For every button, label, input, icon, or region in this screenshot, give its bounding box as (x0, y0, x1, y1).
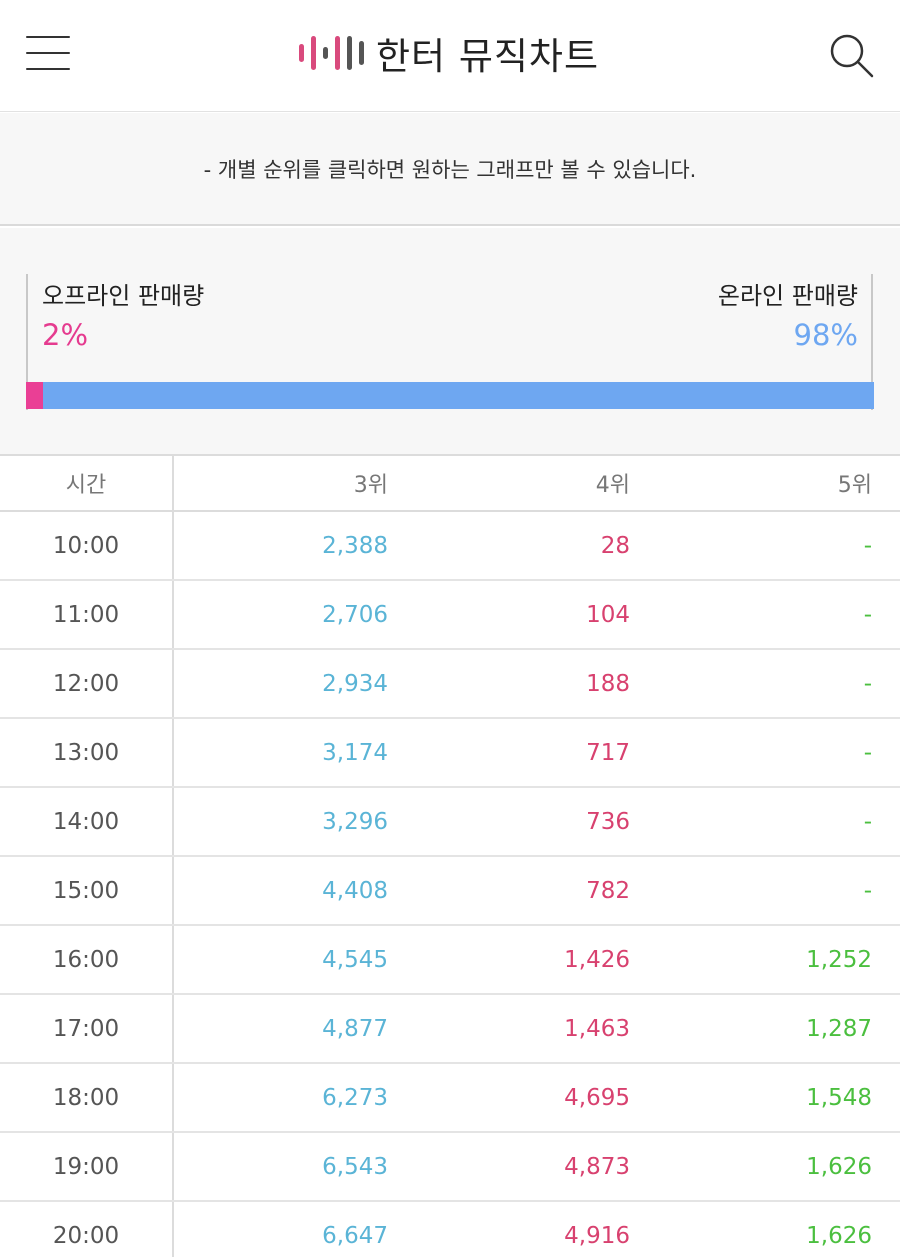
cell-time: 15:00 (0, 857, 174, 924)
cell-rank4[interactable]: 104 (586, 601, 630, 628)
cell-rank5[interactable]: - (863, 670, 872, 697)
cell-rank5[interactable]: - (863, 739, 872, 766)
table-row: 13:00 3,174 717 - (0, 719, 900, 788)
cell-rank3[interactable]: 4,408 (322, 877, 388, 904)
cell-rank3[interactable]: 6,543 (322, 1153, 388, 1180)
table-body: 10:00 2,388 28 - 11:00 2,706 104 - 12:00 2,934 188… (0, 512, 900, 1257)
table-row: 10:00 2,388 28 - (0, 512, 900, 581)
logo-bar (299, 44, 304, 62)
column-header-rank4[interactable]: 4위 (595, 473, 630, 498)
offline-sales-percent: 2% (42, 318, 89, 352)
cell-rank5[interactable]: - (863, 877, 872, 904)
logo-bar (335, 36, 340, 70)
offline-share-fill (26, 382, 43, 409)
notice-banner: - 개별 순위를 클릭하면 원하는 그래프만 볼 수 있습니다. (0, 113, 900, 226)
menu-line (26, 52, 70, 54)
cell-rank5[interactable]: - (863, 808, 872, 835)
cell-time: 18:00 (0, 1064, 174, 1131)
table-row: 18:00 6,273 4,695 1,548 (0, 1064, 900, 1133)
cell-time: 13:00 (0, 719, 174, 786)
cell-rank3[interactable]: 2,934 (322, 670, 388, 697)
notice-text: - 개별 순위를 클릭하면 원하는 그래프만 볼 수 있습니다. (203, 157, 697, 182)
cell-rank4[interactable]: 1,426 (564, 946, 630, 973)
table-row: 17:00 4,877 1,463 1,287 (0, 995, 900, 1064)
logo-bar (359, 41, 364, 65)
cell-rank3[interactable]: 6,647 (322, 1222, 388, 1249)
cell-rank4[interactable]: 782 (586, 877, 630, 904)
logo-bar (323, 47, 328, 59)
search-icon[interactable] (826, 30, 876, 80)
offline-sales-label: 오프라인 판매량 (42, 282, 205, 310)
table-row: 19:00 6,543 4,873 1,626 (0, 1133, 900, 1202)
cell-rank4[interactable]: 188 (586, 670, 630, 697)
cell-time: 20:00 (0, 1202, 174, 1257)
column-header-time: 시간 (0, 456, 174, 510)
logo-bar (311, 36, 316, 70)
cell-rank3[interactable]: 3,296 (322, 808, 388, 835)
cell-rank3[interactable]: 2,706 (322, 601, 388, 628)
logo-bar (347, 36, 352, 70)
column-header-rank5[interactable]: 5위 (837, 473, 872, 498)
cell-rank4[interactable]: 4,695 (564, 1084, 630, 1111)
split-right-tick (871, 274, 873, 410)
cell-time: 14:00 (0, 788, 174, 855)
sales-ratio-bar (26, 382, 874, 409)
table-row: 14:00 3,296 736 - (0, 788, 900, 857)
app-title: 한터 뮤직차트 (376, 35, 600, 78)
menu-line (26, 36, 70, 38)
cell-rank5[interactable]: - (863, 601, 872, 628)
online-sales-percent: 98% (793, 318, 858, 352)
cell-rank4[interactable]: 717 (586, 739, 630, 766)
cell-rank3[interactable]: 6,273 (322, 1084, 388, 1111)
menu-line (26, 68, 70, 70)
cell-rank4[interactable]: 1,463 (564, 1015, 630, 1042)
cell-rank4[interactable]: 28 (600, 532, 630, 559)
cell-rank5[interactable]: 1,548 (806, 1084, 872, 1111)
cell-time: 10:00 (0, 512, 174, 579)
sales-split-panel: 오프라인 판매량 온라인 판매량 2% 98% (0, 228, 900, 454)
cell-rank4[interactable]: 4,916 (564, 1222, 630, 1249)
cell-time: 16:00 (0, 926, 174, 993)
cell-rank3[interactable]: 2,388 (322, 532, 388, 559)
cell-rank5[interactable]: 1,626 (806, 1153, 872, 1180)
online-share-fill (42, 382, 874, 409)
table-row: 12:00 2,934 188 - (0, 650, 900, 719)
cell-time: 12:00 (0, 650, 174, 717)
brand[interactable]: 한터 뮤직차트 (298, 28, 599, 78)
cell-rank3[interactable]: 4,545 (322, 946, 388, 973)
cell-rank4[interactable]: 4,873 (564, 1153, 630, 1180)
cell-rank4[interactable]: 736 (586, 808, 630, 835)
cell-time: 19:00 (0, 1133, 174, 1200)
cell-rank3[interactable]: 4,877 (322, 1015, 388, 1042)
hourly-sales-table: 시간 3위 4위 5위 10:00 2,388 28-11:00 2,706 104-1… (0, 454, 900, 1257)
cell-rank5[interactable]: 1,252 (806, 946, 872, 973)
cell-rank5[interactable]: - (863, 532, 872, 559)
cell-rank5[interactable]: 1,626 (806, 1222, 872, 1249)
cell-rank3[interactable]: 3,174 (322, 739, 388, 766)
online-sales-label: 온라인 판매량 (717, 282, 858, 310)
cell-time: 17:00 (0, 995, 174, 1062)
split-left-tick (26, 274, 28, 410)
column-header-rank3[interactable]: 3위 (353, 473, 388, 498)
table-row: 16:00 4,545 1,426 1,252 (0, 926, 900, 995)
table-header-row: 시간 3위 4위 5위 (0, 456, 900, 512)
hamburger-menu-icon[interactable] (24, 34, 72, 74)
cell-rank5[interactable]: 1,287 (806, 1015, 872, 1042)
waveform-logo-icon (299, 36, 364, 70)
cell-time: 11:00 (0, 581, 174, 648)
table-row: 11:00 2,706 104 - (0, 581, 900, 650)
app-header: 한터 뮤직차트 (0, 0, 900, 112)
table-row: 20:00 6,647 4,916 1,626 (0, 1202, 900, 1257)
table-row: 15:00 4,408 782 - (0, 857, 900, 926)
